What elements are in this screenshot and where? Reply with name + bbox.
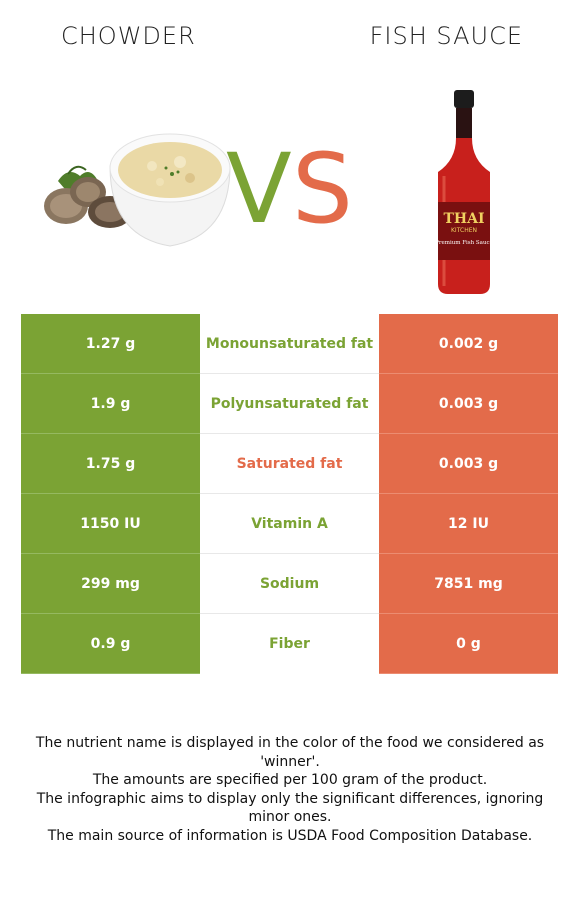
bottle-brand: THAI (443, 211, 484, 227)
fish-sauce-value: 0.003 g (379, 434, 558, 494)
chowder-value: 299 mg (21, 554, 200, 614)
chowder-value: 1.9 g (21, 374, 200, 434)
table-row: 1.75 g Saturated fat 0.003 g (21, 434, 558, 494)
footer-line: The nutrient name is displayed in the co… (35, 735, 545, 770)
fish-sauce-value: 0.002 g (379, 314, 558, 374)
right-food-title: FISH SAUCE (369, 22, 523, 50)
footer-notes: The nutrient name is displayed in the co… (20, 734, 560, 845)
chowder-value: 1150 IU (21, 494, 200, 554)
bottle-sub: KITCHEN (451, 227, 477, 234)
table-row: 1.27 g Monounsaturated fat 0.002 g (21, 314, 558, 374)
footer-line: The main source of information is USDA F… (47, 827, 533, 844)
table-row: 299 mg Sodium 7851 mg (21, 554, 558, 614)
fish-sauce-value: 0 g (379, 614, 558, 674)
nutrient-name: Monounsaturated fat (200, 314, 379, 373)
chowder-value: 1.75 g (21, 434, 200, 494)
footer-line: The amounts are specified per 100 gram o… (92, 772, 488, 788)
vs-letter-s: S (292, 140, 350, 230)
table-row: 1150 IU Vitamin A 12 IU (21, 494, 558, 554)
nutrient-name: Fiber (200, 614, 379, 673)
nutrient-name: Polyunsaturated fat (200, 374, 379, 433)
comparison-table: 1.27 g Monounsaturated fat 0.002 g 1.9 g Pol… (21, 314, 558, 674)
table-row: 0.9 g Fiber 0 g (21, 614, 558, 674)
footer-line: The infographic aims to display only the… (36, 790, 544, 826)
fish-sauce-image: THAI KITCHEN Premium Fish Sauce (435, 90, 493, 294)
nutrient-name: Vitamin A (200, 494, 379, 553)
chowder-value: 1.27 g (21, 314, 200, 374)
bottle-product: Premium Fish Sauce (435, 240, 493, 246)
fish-sauce-value: 7851 mg (379, 554, 558, 614)
vs-logo: V S (226, 140, 350, 230)
vs-letter-v: V (226, 140, 292, 230)
nutrient-name: Saturated fat (200, 434, 379, 493)
table-row: 1.9 g Polyunsaturated fat 0.003 g (21, 374, 558, 434)
chowder-image (44, 133, 231, 247)
fish-sauce-value: 12 IU (379, 494, 558, 554)
fish-sauce-value: 0.003 g (379, 374, 558, 434)
nutrient-name: Sodium (200, 554, 379, 613)
left-food-title: CHOWDER (61, 22, 196, 50)
chowder-value: 0.9 g (21, 614, 200, 674)
